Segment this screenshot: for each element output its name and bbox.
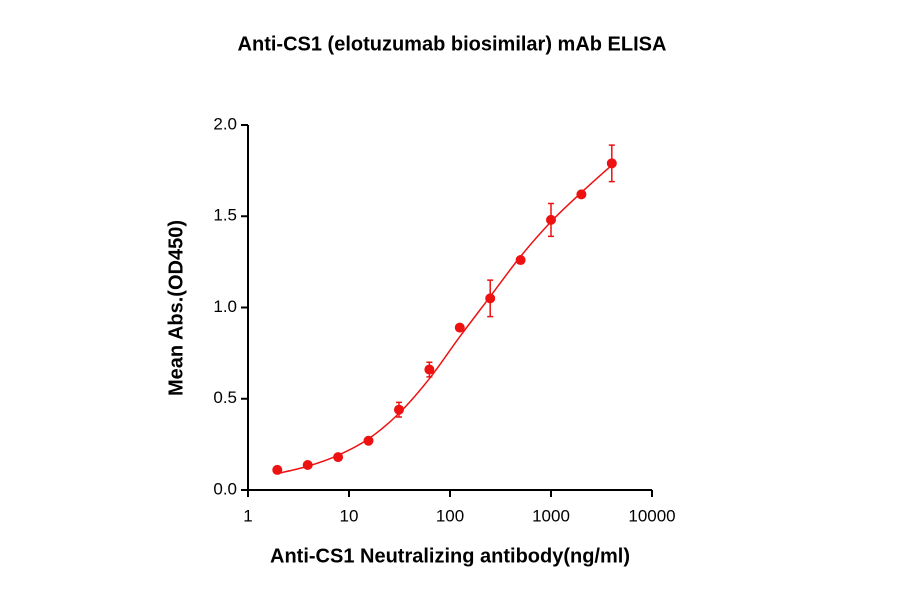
x-axis-label: Anti-CS1 Neutralizing antibody(ng/ml) bbox=[270, 545, 630, 567]
data-point bbox=[363, 435, 374, 446]
fit-curve bbox=[277, 164, 613, 475]
x-tick-label: 10000 bbox=[628, 506, 675, 525]
data-point bbox=[272, 464, 283, 475]
data-point bbox=[424, 364, 435, 375]
data-point bbox=[302, 459, 313, 470]
y-tick-label: 1.5 bbox=[213, 206, 237, 225]
data-point bbox=[515, 255, 526, 266]
y-tick-label: 1.0 bbox=[213, 297, 237, 316]
data-point bbox=[606, 158, 617, 169]
x-tick-label: 100 bbox=[436, 506, 464, 525]
y-tick-label: 0.5 bbox=[213, 388, 237, 407]
data-point bbox=[333, 452, 344, 463]
x-tick-label: 1000 bbox=[532, 506, 570, 525]
x-tick-label: 1 bbox=[243, 506, 252, 525]
data-point bbox=[454, 322, 465, 333]
data-point bbox=[485, 293, 496, 304]
data-point bbox=[393, 404, 404, 415]
y-tick-label: 0.0 bbox=[213, 479, 237, 498]
y-tick-label: 2.0 bbox=[213, 114, 237, 133]
data-point bbox=[576, 189, 587, 200]
data-point bbox=[546, 214, 556, 225]
x-tick-label: 10 bbox=[340, 506, 359, 525]
chart-title: Anti-CS1 (elotuzumab biosimilar) mAb ELI… bbox=[238, 33, 667, 55]
y-axis-label: Mean Abs.(OD450) bbox=[165, 220, 187, 396]
